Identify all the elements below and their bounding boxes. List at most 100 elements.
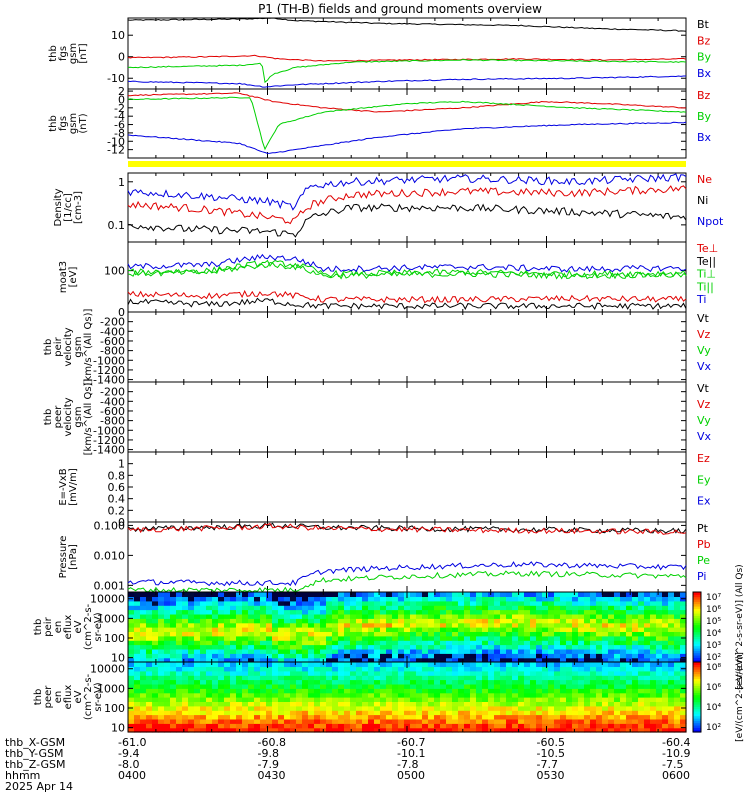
spectrogram-cell	[248, 688, 255, 694]
spectrogram-cell	[152, 718, 159, 724]
spectrogram-cell	[242, 596, 249, 602]
spectrogram-cell	[350, 679, 357, 685]
spectrogram-cell	[260, 653, 267, 659]
legend-Ni: Ni	[697, 194, 708, 207]
spectrogram-cell	[170, 683, 177, 689]
spectrogram-cell	[488, 605, 495, 611]
spectrogram-cell	[656, 653, 663, 659]
spectrogram-cell	[302, 723, 309, 729]
spectrogram-cell	[308, 644, 315, 650]
spectrogram-cell	[542, 679, 549, 685]
spectrogram-cell	[668, 613, 675, 619]
mode-bar	[128, 161, 686, 167]
spectrogram-cell	[338, 635, 345, 641]
spectrogram	[128, 592, 687, 663]
spectrogram-cell	[230, 653, 237, 659]
spectrogram-cell	[530, 697, 537, 702]
spectrogram-cell	[578, 683, 585, 689]
spectrogram-cell	[650, 657, 657, 663]
spectrogram-cell	[320, 710, 327, 716]
spectrogram-cell	[266, 618, 273, 624]
spectrogram-cell	[518, 688, 525, 694]
spectrogram-cell	[362, 653, 369, 659]
spectrogram-cell	[662, 596, 669, 602]
spectrogram-cell	[434, 701, 441, 707]
spectrogram-cell	[674, 627, 681, 632]
spectrogram-cell	[392, 692, 399, 698]
spectrogram-cell	[194, 692, 201, 698]
spectrogram-cell	[452, 592, 459, 597]
spectrogram-cell	[614, 662, 621, 667]
spectrogram-cell	[584, 657, 591, 663]
spectrogram-cell	[506, 600, 513, 606]
spectrogram-cell	[176, 692, 183, 698]
spectrogram-cell	[134, 644, 141, 650]
spectrogram-cell	[164, 683, 171, 689]
spectrogram-cell	[662, 631, 669, 637]
spectrogram-cell	[662, 627, 669, 632]
panel-frame	[127, 451, 687, 523]
spectrogram-cell	[548, 723, 555, 729]
plot-title: P1 (TH-B) fields and ground moments over…	[258, 2, 542, 16]
legend-Pt: Pt	[697, 522, 709, 535]
spectrogram-cell	[446, 701, 453, 707]
spectrogram-cell	[326, 705, 333, 711]
spectrogram-cell	[242, 644, 249, 650]
spectrogram-cell	[320, 596, 327, 602]
spectrogram-cell	[506, 635, 513, 641]
spectrogram-cell	[536, 635, 543, 641]
spectrogram-cell	[140, 618, 147, 624]
colorbar-cell	[693, 729, 701, 733]
spectrogram-cell	[596, 648, 603, 654]
panel-9: 10000100010010thbpeirenefluxeV(cm^2-s-sr…	[33, 564, 745, 689]
spectrogram-cell	[278, 714, 285, 720]
spectrogram-cell	[380, 714, 387, 720]
spectrogram-cell	[554, 710, 561, 716]
spectrogram-cell	[614, 609, 621, 615]
spectrogram-cell	[482, 622, 489, 628]
spectrogram-cell	[134, 692, 141, 698]
spectrogram-cell	[194, 705, 201, 711]
colorbar-cell	[693, 634, 701, 637]
spectrogram-cell	[254, 723, 261, 729]
colorbar-cell	[693, 725, 701, 728]
spectrogram-cell	[494, 723, 501, 729]
spectrogram-cell	[140, 705, 147, 711]
spectrogram-cell	[518, 653, 525, 659]
spectrogram-cell	[410, 675, 417, 681]
spectrogram-cell	[440, 723, 447, 729]
spectrogram-cell	[674, 631, 681, 637]
spectrogram-cell	[296, 613, 303, 619]
spectrogram-cell	[572, 670, 579, 676]
y-axis-label-line: peer	[53, 405, 64, 429]
spectrogram-cell	[326, 618, 333, 624]
spectrogram-cell	[290, 723, 297, 729]
spectrogram-cell	[278, 596, 285, 602]
spectrogram-cell	[476, 657, 483, 663]
spectrogram-cell	[500, 605, 507, 611]
spectrogram-cell	[200, 701, 207, 707]
spectrogram-cell	[272, 613, 279, 619]
spectrogram-cell	[668, 622, 675, 628]
spectrogram-cell	[656, 714, 663, 720]
spectrogram-cell	[614, 644, 621, 650]
spectrogram-cell	[416, 605, 423, 611]
spectrogram-cell	[386, 613, 393, 619]
spectrogram-cell	[164, 640, 171, 646]
spectrogram-cell	[134, 705, 141, 711]
y-axis-label: thbfgsgsm(nT)	[48, 113, 89, 134]
spectrogram-cell	[500, 609, 507, 615]
spectrogram-cell	[194, 688, 201, 694]
spectrogram-cell	[488, 648, 495, 654]
spectrogram-cell	[434, 653, 441, 659]
spectrogram-cell	[350, 723, 357, 729]
spectrogram-cell	[518, 600, 525, 606]
spectrogram-cell	[158, 683, 165, 689]
spectrogram-cell	[224, 710, 231, 716]
spectrogram-cell	[188, 605, 195, 611]
spectrogram-cell	[200, 657, 207, 663]
colorbar-cell	[693, 596, 701, 600]
colorbar-cell	[693, 594, 701, 598]
spectrogram-cell	[428, 697, 435, 702]
spectrogram-cell	[266, 705, 273, 711]
